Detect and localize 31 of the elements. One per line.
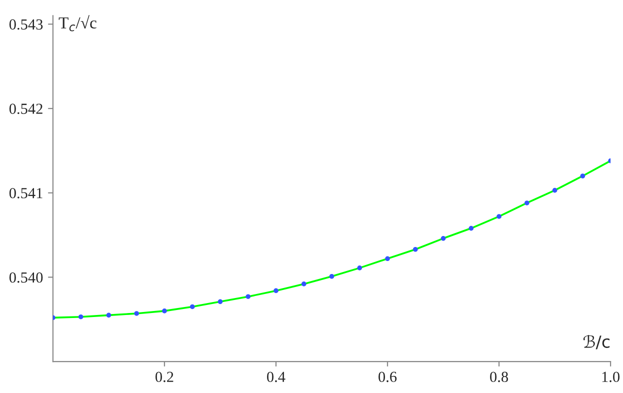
point bbox=[301, 282, 306, 286]
point bbox=[357, 266, 362, 270]
y-tick-label: 0.542 bbox=[9, 104, 42, 114]
x-tick-label: 0.4 bbox=[267, 372, 286, 382]
line-series bbox=[52, 160, 611, 319]
point bbox=[385, 256, 390, 262]
x-axis-title: ℬ/c bbox=[583, 334, 610, 350]
point bbox=[524, 200, 530, 206]
point bbox=[106, 312, 112, 318]
point bbox=[412, 246, 418, 252]
x-tick-label: 0.8 bbox=[490, 372, 508, 382]
point bbox=[329, 274, 334, 279]
point bbox=[162, 308, 167, 314]
point bbox=[246, 294, 251, 300]
point bbox=[274, 288, 278, 294]
point bbox=[496, 214, 502, 219]
point bbox=[468, 226, 474, 231]
x-tick-label: 0.6 bbox=[378, 372, 397, 382]
y-tick-label: 0.540 bbox=[9, 272, 43, 283]
point bbox=[440, 236, 446, 241]
point bbox=[552, 188, 558, 193]
y-tick-label: 0.543 bbox=[9, 19, 43, 30]
x-tick-label: 1.0 bbox=[602, 372, 620, 382]
y-tick-label: 0.541 bbox=[9, 188, 42, 198]
x-tick-label: 0.2 bbox=[156, 372, 174, 382]
point bbox=[580, 174, 586, 178]
point bbox=[78, 314, 84, 320]
point bbox=[134, 311, 139, 316]
y-axis-title: T$_{c}$/√c bbox=[58, 15, 96, 32]
point bbox=[218, 299, 223, 304]
point bbox=[190, 304, 195, 310]
